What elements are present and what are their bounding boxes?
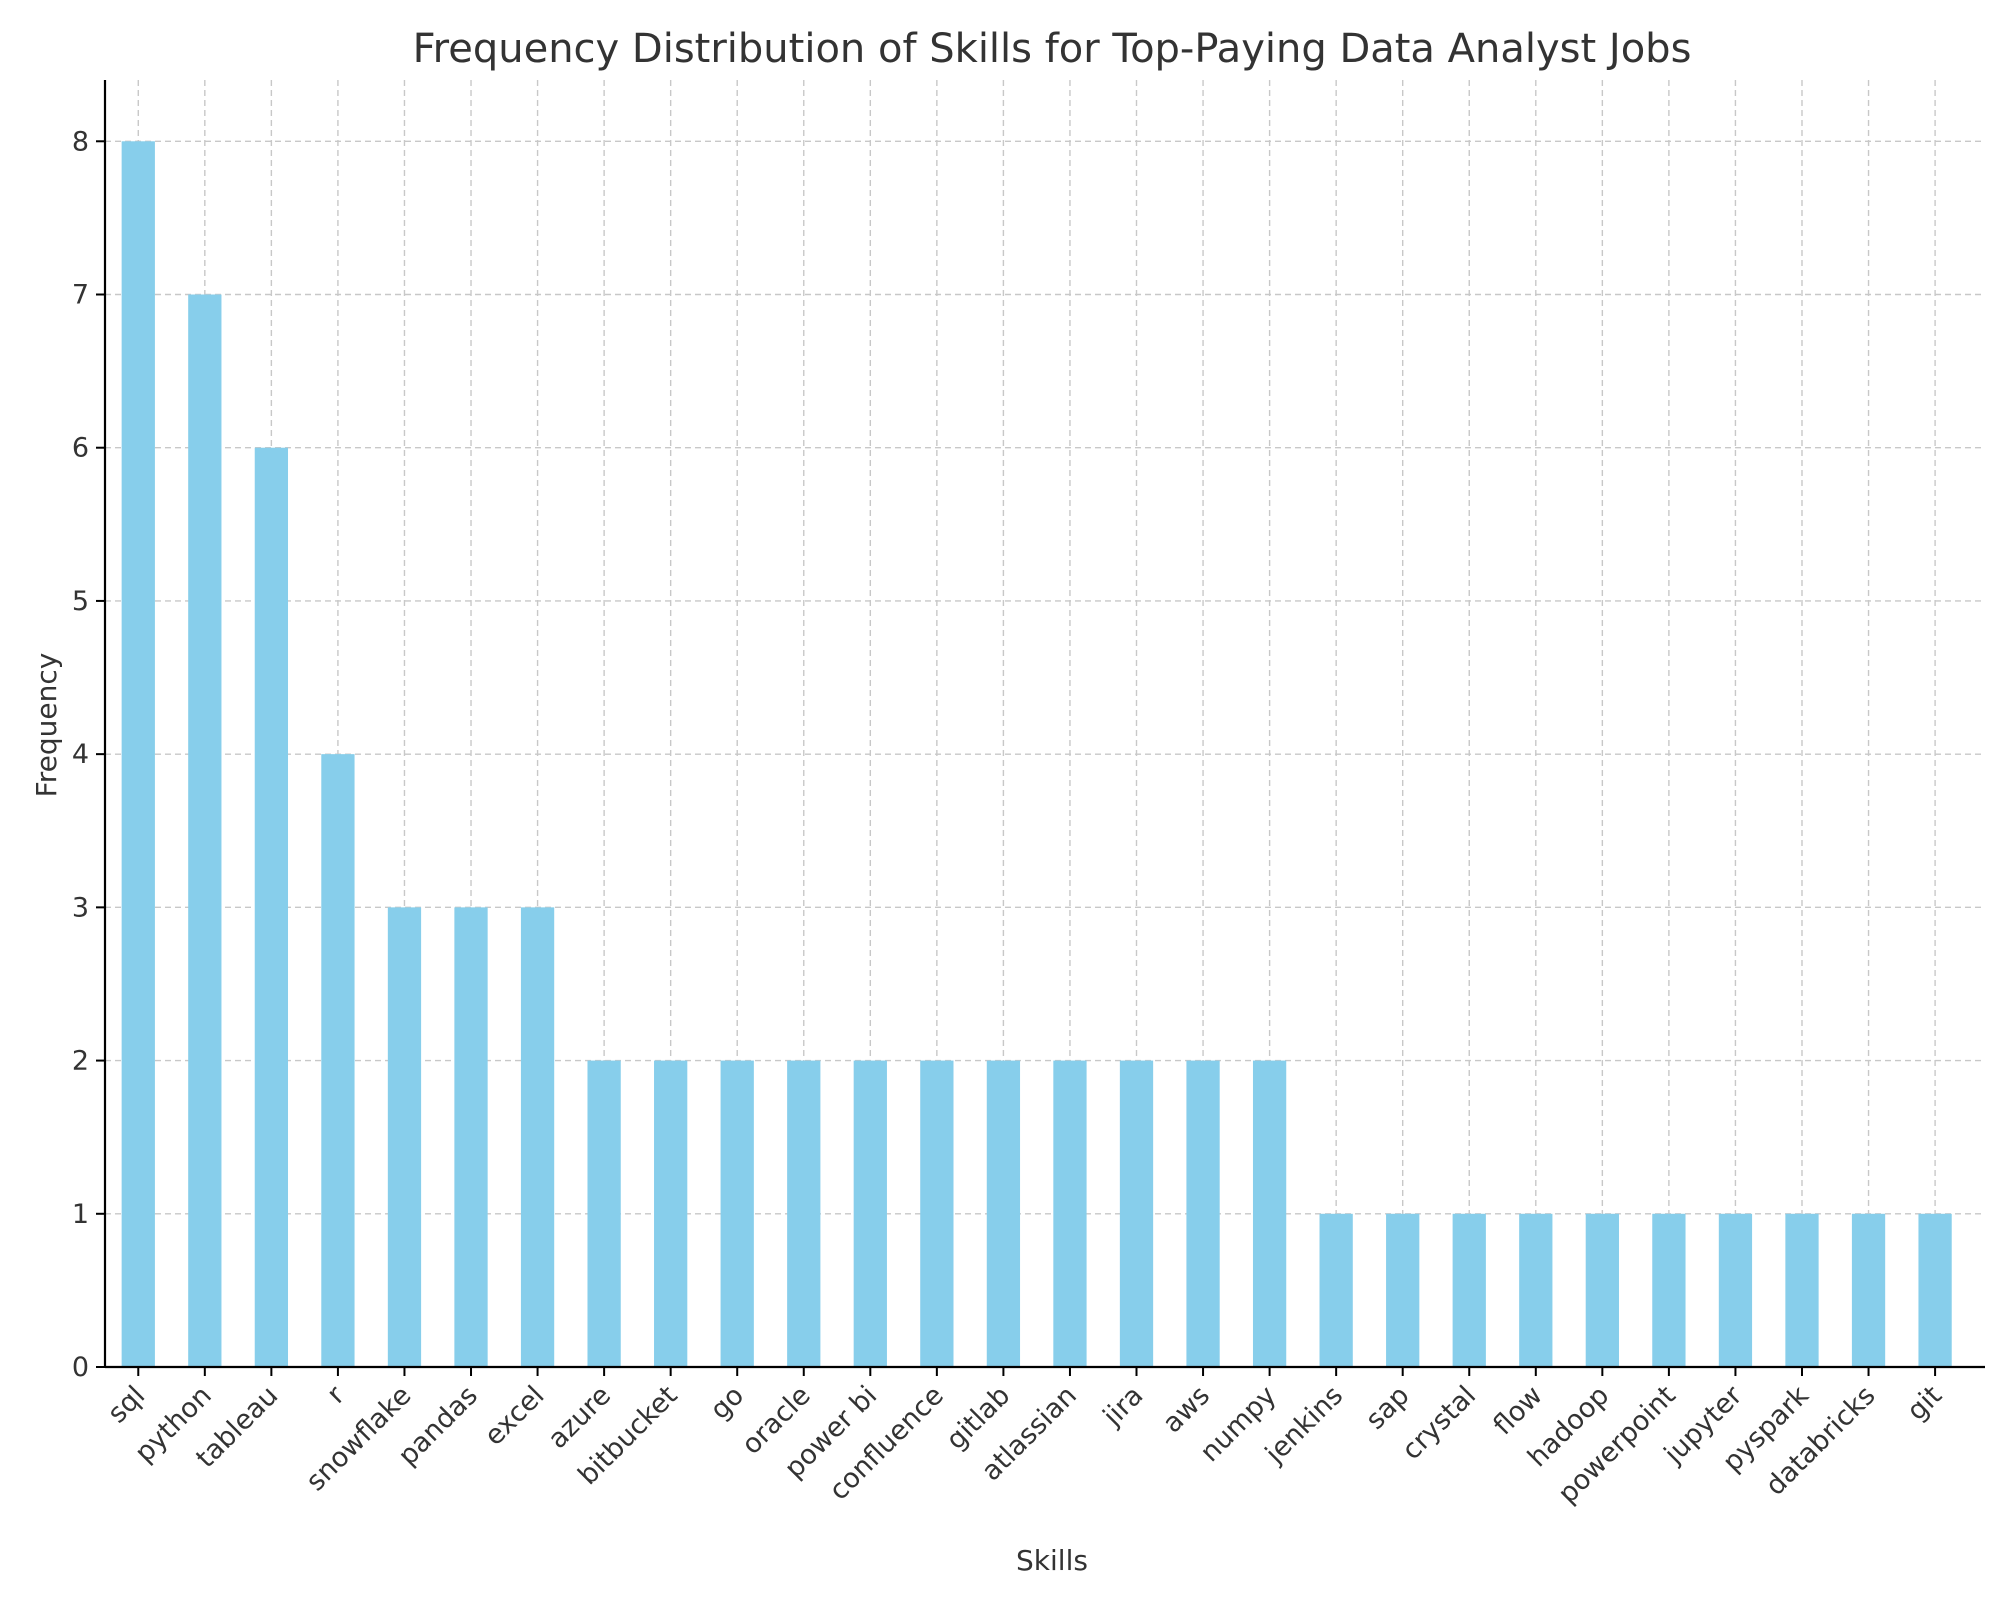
bar-power-bi: [853, 1060, 887, 1367]
bar-hadoop: [1585, 1213, 1619, 1367]
bar-snowflake: [387, 907, 422, 1367]
bar-confluence: [920, 1060, 954, 1367]
x-tick-label: sql: [102, 1380, 151, 1429]
y-tick-label: 2: [72, 1046, 89, 1077]
y-tick-label: 6: [72, 433, 89, 464]
y-tick-label: 8: [72, 126, 89, 157]
y-tick-label: 4: [72, 739, 89, 770]
y-tick-label: 0: [72, 1352, 89, 1383]
x-tick-label: crystal: [1396, 1380, 1482, 1466]
chart-title: Frequency Distribution of Skills for Top…: [413, 26, 1692, 72]
bar-r: [321, 754, 355, 1367]
x-tick-label: snowflake: [300, 1380, 417, 1497]
bar-databricks: [1851, 1213, 1886, 1367]
bar-numpy: [1252, 1060, 1287, 1367]
x-tick-label: excel: [479, 1380, 551, 1452]
y-axis-label: Frequency: [30, 653, 63, 798]
y-tick-label: 5: [72, 586, 89, 617]
bar-atlassian: [1053, 1060, 1087, 1367]
x-tick-label: r: [321, 1379, 351, 1409]
bar-jira: [1119, 1060, 1154, 1367]
bar-git: [1918, 1213, 1952, 1367]
bar-go: [720, 1060, 754, 1367]
y-tick-label: 3: [72, 892, 89, 923]
bar-excel: [520, 907, 555, 1367]
bar-python: [188, 294, 222, 1367]
y-tick-label: 1: [72, 1199, 89, 1230]
x-tick-label: sap: [1360, 1380, 1416, 1436]
bar-flow: [1519, 1213, 1553, 1367]
bar-bitbucket: [654, 1060, 688, 1367]
grid-layer: [105, 80, 1985, 1368]
bar-tableau: [254, 447, 289, 1367]
x-tick-label: aws: [1157, 1380, 1216, 1439]
bar-powerpoint: [1652, 1213, 1686, 1367]
y-tick-label: 7: [72, 280, 89, 311]
bar-layer: [121, 141, 1952, 1367]
bar-jenkins: [1319, 1213, 1353, 1367]
bar-sap: [1386, 1213, 1420, 1367]
bar-pandas: [454, 907, 488, 1367]
x-tick-label: go: [704, 1380, 750, 1426]
bar-aws: [1186, 1060, 1220, 1367]
x-axis-label: Skills: [1016, 1544, 1088, 1577]
bar-sql: [121, 141, 155, 1367]
bar-gitlab: [986, 1060, 1021, 1367]
y-tick-labels: 0 1 2 3 4 5 6 7 8: [72, 126, 89, 1383]
x-tick-label: flow: [1488, 1380, 1549, 1441]
x-tick-label: jira: [1097, 1380, 1150, 1433]
bar-oracle: [787, 1060, 821, 1367]
bar-jupyter: [1718, 1213, 1753, 1367]
axis-layer: [96, 80, 1985, 1376]
x-tick-label: git: [1901, 1380, 1948, 1427]
bar-azure: [587, 1060, 621, 1367]
bar-pyspark: [1785, 1213, 1819, 1367]
bar-crystal: [1452, 1213, 1486, 1367]
